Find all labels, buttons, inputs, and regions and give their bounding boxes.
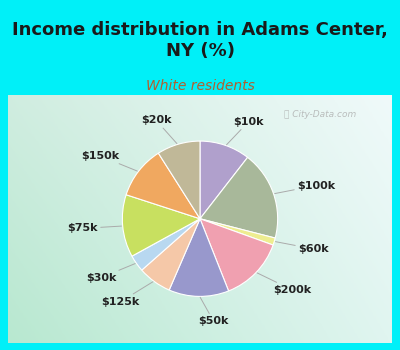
Text: Income distribution in Adams Center,
NY (%): Income distribution in Adams Center, NY … xyxy=(12,21,388,60)
Text: $60k: $60k xyxy=(276,241,328,254)
Wedge shape xyxy=(200,158,278,238)
Text: $125k: $125k xyxy=(102,282,153,307)
Wedge shape xyxy=(142,219,200,290)
Wedge shape xyxy=(200,219,273,291)
Wedge shape xyxy=(132,219,200,270)
Text: $10k: $10k xyxy=(226,117,264,145)
Text: $75k: $75k xyxy=(68,223,122,233)
Wedge shape xyxy=(169,219,228,296)
Text: $200k: $200k xyxy=(257,273,312,295)
Wedge shape xyxy=(122,195,200,256)
Wedge shape xyxy=(126,153,200,219)
Text: $30k: $30k xyxy=(86,264,135,283)
Text: $150k: $150k xyxy=(81,151,137,171)
Wedge shape xyxy=(200,141,248,219)
Text: White residents: White residents xyxy=(146,79,254,93)
Text: ⓘ City-Data.com: ⓘ City-Data.com xyxy=(284,110,357,119)
Text: $50k: $50k xyxy=(198,297,229,326)
Text: $20k: $20k xyxy=(141,115,177,144)
Wedge shape xyxy=(158,141,200,219)
Wedge shape xyxy=(200,219,275,245)
Text: $100k: $100k xyxy=(275,181,335,194)
